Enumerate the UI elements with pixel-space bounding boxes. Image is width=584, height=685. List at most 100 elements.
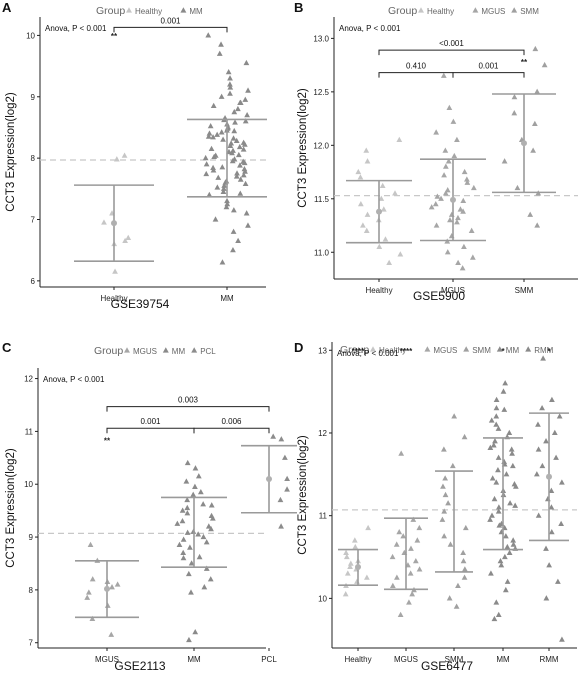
- data-point: [203, 565, 210, 571]
- data-point: [511, 481, 518, 487]
- data-point: [495, 508, 502, 514]
- data-point: [451, 413, 458, 419]
- data-point: [539, 404, 545, 411]
- data-point: [534, 88, 541, 94]
- data-point: [113, 156, 120, 162]
- data-point: [539, 462, 546, 469]
- x-tick-label: MM: [496, 655, 510, 664]
- comparison-pvalue: 0.006: [221, 417, 242, 426]
- data-point: [242, 96, 249, 102]
- data-point: [207, 123, 214, 129]
- data-point: [501, 406, 508, 412]
- y-tick-label: 8: [29, 586, 34, 595]
- y-tick-label: 11.0: [314, 248, 330, 257]
- data-point: [438, 195, 444, 201]
- data-point: [468, 227, 475, 233]
- data-point: [209, 515, 216, 521]
- data-point: [231, 108, 238, 115]
- legend-label: MGUS: [433, 346, 457, 355]
- data-point: [188, 560, 195, 566]
- data-point: [342, 591, 349, 597]
- data-point: [245, 87, 251, 93]
- data-point: [500, 388, 507, 394]
- data-point: [455, 214, 461, 221]
- y-tick-label: 12: [318, 429, 327, 438]
- data-point: [203, 170, 210, 177]
- data-point: [360, 222, 366, 228]
- data-point: [451, 152, 458, 159]
- x-axis-title: GSE2113: [114, 659, 165, 673]
- data-point: [492, 438, 498, 444]
- data-point: [382, 236, 389, 242]
- data-point: [512, 502, 519, 508]
- data-point: [534, 222, 541, 228]
- legend-marker: [162, 347, 169, 353]
- data-point: [278, 523, 284, 529]
- comparison-pvalue: 0.001: [140, 417, 161, 426]
- legend-marker: [525, 346, 532, 352]
- data-point: [510, 541, 517, 547]
- data-point: [496, 522, 503, 528]
- legend: Group Healthy MGUS SMM: [388, 5, 539, 17]
- data-point: [201, 584, 208, 590]
- data-point: [455, 582, 461, 589]
- data-point: [208, 525, 214, 532]
- data-point: [214, 184, 221, 190]
- data-point: [454, 219, 460, 225]
- data-point: [357, 174, 364, 180]
- data-point: [184, 510, 191, 516]
- data-point: [527, 211, 534, 217]
- data-point: [343, 549, 349, 555]
- y-tick-label: 7: [29, 639, 34, 648]
- data-point: [227, 81, 233, 87]
- data-point: [363, 147, 370, 153]
- data-point: [490, 442, 497, 448]
- comparison-pvalue: 0.001: [160, 16, 181, 25]
- panel-b: B Group Healthy MGUS SMM 11.0 11.5 12.0 12.5 13.0…: [294, 0, 578, 303]
- data-point: [241, 141, 248, 147]
- data-point: [461, 243, 467, 249]
- data-point: [450, 118, 457, 124]
- comparison-bracket: [113, 26, 228, 33]
- data-point: [441, 533, 448, 539]
- significance-label: **: [111, 32, 118, 41]
- data-point: [278, 436, 285, 442]
- data-point: [487, 444, 494, 450]
- data-point: [501, 553, 508, 560]
- panel-letter: B: [294, 0, 303, 15]
- data-point: [197, 488, 204, 495]
- data-point: [284, 486, 290, 492]
- legend-label: PCL: [200, 347, 216, 356]
- data-point: [195, 473, 202, 479]
- data-point: [364, 211, 371, 217]
- legend-label: Healthy: [427, 7, 454, 16]
- data-point: [212, 216, 219, 222]
- legend-label: MM: [506, 346, 520, 355]
- data-point: [229, 150, 235, 156]
- data-point: [455, 259, 461, 266]
- x-tick-label: Healthy: [365, 286, 392, 295]
- data-point: [376, 243, 383, 249]
- data-point: [506, 429, 513, 436]
- data-point: [389, 553, 396, 560]
- data-point: [464, 179, 471, 185]
- data-point: [559, 479, 565, 485]
- y-tick-label: 11: [25, 427, 34, 436]
- data-point: [428, 204, 435, 210]
- y-tick-label: 10: [24, 480, 33, 489]
- data-point: [460, 197, 467, 204]
- x-tick-label: RMM: [539, 655, 558, 664]
- y-axis-title: CCT3 Expression(log2): [297, 435, 309, 555]
- data-point: [200, 501, 207, 507]
- y-tick-label: 7: [31, 216, 36, 225]
- data-point: [396, 529, 403, 535]
- data-point: [243, 59, 250, 66]
- data-point: [559, 636, 565, 642]
- data-point: [212, 152, 219, 158]
- data-point: [108, 631, 115, 637]
- data-point: [541, 61, 548, 68]
- significance-label: **: [104, 436, 111, 445]
- data-point: [89, 576, 96, 582]
- data-point: [501, 158, 508, 164]
- data-point: [509, 450, 515, 456]
